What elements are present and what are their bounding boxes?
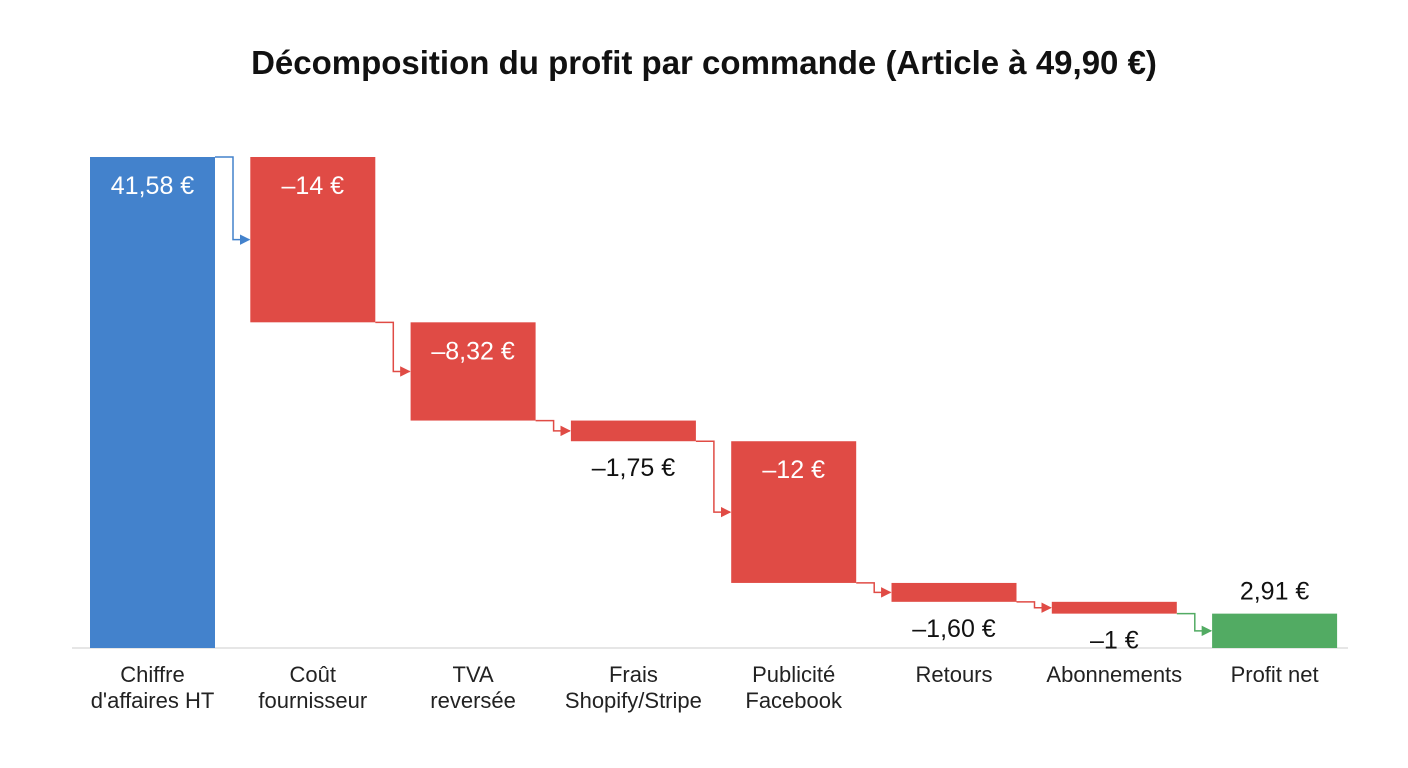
data-label: 2,91 € [1240,578,1310,606]
connector-arrow [695,440,732,518]
category-label: Abonnements [1046,662,1182,687]
waterfall-bar [1212,613,1338,648]
data-label: –8,32 € [431,337,515,365]
connector-arrow [1016,601,1052,613]
connector-arrow [1176,612,1213,637]
connector-arrow [535,419,571,437]
category-label: Frais [609,662,658,687]
connector-arrow [856,582,892,598]
connector-arrow [215,156,251,245]
category-label: reversée [430,688,516,713]
chart-title: Décomposition du profit par commande (Ar… [251,44,1157,81]
data-label: –1,75 € [592,454,676,482]
data-label: 41,58 € [111,172,195,200]
waterfall-bar [891,582,1017,602]
category-label: d'affaires HT [91,688,215,713]
waterfall-bar [1051,601,1177,614]
category-label: fournisseur [258,688,367,713]
waterfall-bar [731,441,857,583]
category-label: Profit net [1231,662,1319,687]
data-label: –14 € [282,172,345,200]
connector-arrow [375,321,411,377]
waterfall-bar [90,157,215,648]
waterfall-bar [250,157,376,323]
data-label: –1,60 € [912,615,996,643]
waterfall-bar [410,322,536,421]
data-label: –1 € [1090,627,1139,655]
waterfall-bar [570,420,696,442]
category-label: Shopify/Stripe [565,688,702,713]
category-label: Publicité [752,662,835,687]
category-label: Chiffre [120,662,184,687]
category-label: Facebook [745,688,843,713]
category-label: TVA [453,662,494,687]
data-label: –12 € [762,456,825,484]
category-label: Retours [915,662,992,687]
category-label: Coût [290,662,336,687]
